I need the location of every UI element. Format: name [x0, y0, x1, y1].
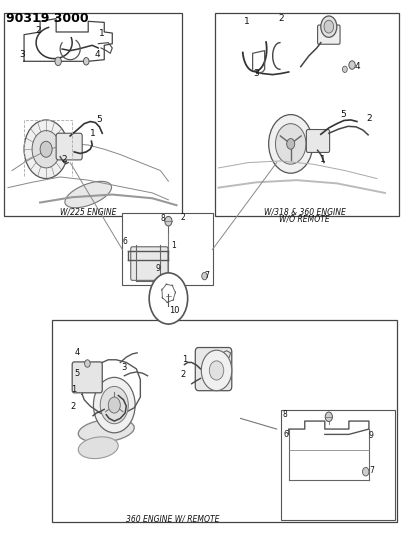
Circle shape: [93, 377, 135, 433]
Ellipse shape: [78, 437, 118, 458]
Text: 3: 3: [122, 364, 127, 372]
Text: W/318 & 360 ENGINE: W/318 & 360 ENGINE: [264, 207, 346, 216]
Text: 5: 5: [97, 116, 102, 124]
Circle shape: [108, 397, 120, 413]
Circle shape: [321, 16, 337, 37]
Circle shape: [363, 467, 369, 476]
Bar: [122, 213, 213, 285]
Text: 1: 1: [244, 17, 249, 26]
Bar: [281, 410, 395, 520]
Text: 2: 2: [366, 114, 372, 123]
Text: 1: 1: [99, 29, 105, 37]
Circle shape: [83, 58, 89, 65]
FancyBboxPatch shape: [306, 130, 330, 152]
Bar: [215, 13, 399, 216]
Circle shape: [24, 120, 68, 179]
Text: 2: 2: [70, 402, 76, 411]
Text: 10: 10: [169, 306, 180, 314]
Circle shape: [201, 350, 232, 391]
Circle shape: [149, 273, 188, 324]
Text: 6: 6: [284, 430, 288, 439]
Circle shape: [85, 360, 90, 367]
FancyBboxPatch shape: [318, 25, 340, 44]
Circle shape: [349, 61, 355, 69]
Text: 5: 5: [340, 110, 346, 119]
Text: 1: 1: [320, 156, 326, 164]
Circle shape: [342, 66, 347, 72]
Ellipse shape: [78, 419, 134, 442]
Circle shape: [55, 57, 61, 66]
Text: 9: 9: [156, 264, 161, 272]
Bar: [52, 320, 397, 522]
Circle shape: [32, 131, 60, 168]
Circle shape: [202, 272, 207, 280]
Text: 6: 6: [123, 237, 128, 246]
Text: 4: 4: [95, 50, 101, 59]
Text: 5: 5: [75, 369, 80, 377]
Text: 1: 1: [182, 356, 187, 364]
Circle shape: [209, 361, 224, 380]
Circle shape: [324, 20, 334, 33]
Circle shape: [275, 124, 306, 164]
Text: W/O REMOTE: W/O REMOTE: [279, 205, 330, 224]
Text: 8: 8: [160, 214, 165, 223]
Circle shape: [325, 412, 332, 422]
Text: 9: 9: [369, 431, 373, 440]
Text: 2: 2: [180, 370, 186, 379]
Text: 1: 1: [71, 385, 76, 393]
Text: 1: 1: [172, 241, 176, 249]
Text: 3: 3: [19, 50, 25, 59]
Text: 2: 2: [180, 213, 185, 222]
Circle shape: [269, 115, 313, 173]
Text: 4: 4: [355, 62, 360, 71]
Text: 2: 2: [35, 26, 41, 35]
Text: 1: 1: [90, 129, 96, 138]
Text: 8: 8: [282, 410, 287, 419]
Circle shape: [287, 139, 295, 149]
Text: 7: 7: [204, 271, 209, 279]
Circle shape: [100, 386, 128, 424]
FancyBboxPatch shape: [195, 348, 232, 391]
FancyBboxPatch shape: [56, 133, 82, 160]
Circle shape: [40, 141, 52, 157]
FancyBboxPatch shape: [131, 247, 168, 280]
Text: 7: 7: [370, 466, 375, 474]
Bar: [4, 13, 182, 216]
FancyBboxPatch shape: [72, 362, 102, 393]
Text: 90319 3000: 90319 3000: [6, 12, 89, 25]
Ellipse shape: [65, 181, 111, 208]
Text: W/225 ENGINE: W/225 ENGINE: [60, 207, 116, 216]
Text: 2: 2: [61, 156, 67, 164]
Circle shape: [165, 216, 172, 226]
Text: 4: 4: [74, 349, 80, 357]
Text: 360 ENGINE W/ REMOTE: 360 ENGINE W/ REMOTE: [126, 514, 219, 523]
Text: 3: 3: [254, 69, 259, 78]
Text: 2: 2: [278, 14, 284, 23]
